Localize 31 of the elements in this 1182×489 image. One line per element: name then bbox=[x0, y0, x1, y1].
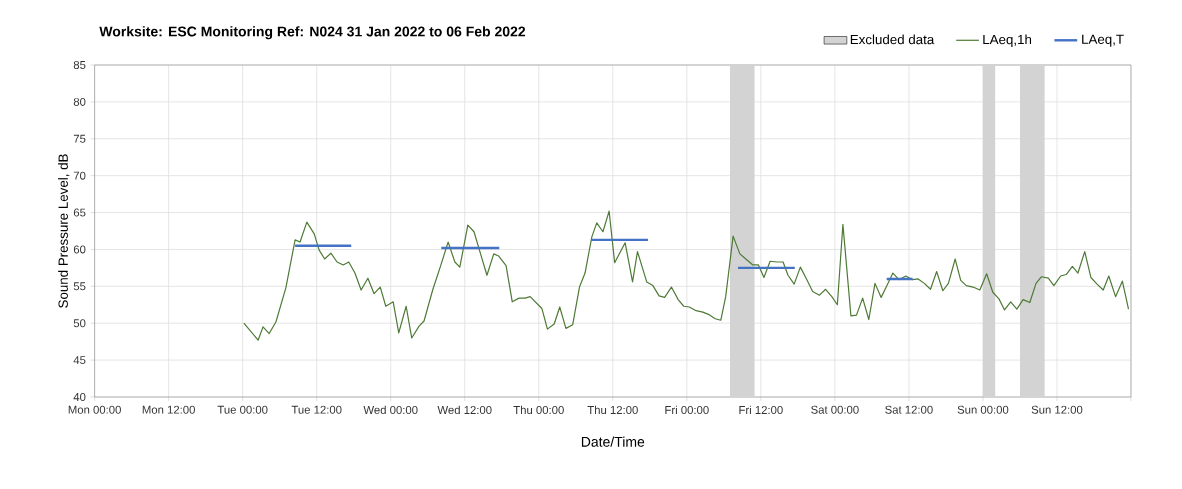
x-tick-label: Tue 12:00 bbox=[291, 405, 342, 414]
y-tick-label: 45 bbox=[73, 356, 86, 365]
x-tick-label: Sat 00:00 bbox=[811, 405, 859, 414]
legend-label: Excluded data bbox=[850, 34, 935, 45]
y-axis-title: Sound Pressure Level, dB bbox=[58, 154, 70, 308]
y-tick-label: 75 bbox=[73, 134, 86, 143]
y-tick-label: 80 bbox=[73, 97, 86, 106]
x-axis-title: Date/Time bbox=[581, 436, 645, 447]
chart-title: Worksite: ESC Monitoring Ref: N024 31 Jan 2022 to 06 Feb 2022 bbox=[99, 26, 526, 40]
line-series bbox=[243, 210, 1130, 341]
x-tick-label: Sun 12:00 bbox=[1031, 405, 1083, 414]
x-tick-label: Thu 12:00 bbox=[587, 405, 638, 415]
y-tick-label: 85 bbox=[73, 60, 86, 69]
x-tick-label: Sun 00:00 bbox=[957, 405, 1009, 414]
y-tick-label: 55 bbox=[73, 282, 86, 291]
y-tick-label: 60 bbox=[73, 245, 86, 254]
x-tick-label: Wed 00:00 bbox=[363, 405, 418, 415]
x-tick-label: Fri 00:00 bbox=[665, 405, 709, 415]
x-tick-label: Mon 12:00 bbox=[142, 405, 195, 414]
y-tick-label: 50 bbox=[73, 319, 86, 328]
x-tick-label: Thu 00:00 bbox=[513, 405, 564, 415]
x-tick-label: Tue 00:00 bbox=[217, 405, 268, 414]
x-tick-label: Mon 00:00 bbox=[68, 405, 121, 414]
legend-label: LAeq,1h bbox=[983, 34, 1032, 47]
legend-label: LAeq,T bbox=[1082, 34, 1124, 47]
x-tick-label: Wed 12:00 bbox=[437, 405, 492, 415]
y-tick-label: 70 bbox=[73, 171, 86, 180]
x-tick-label: Fri 12:00 bbox=[739, 405, 783, 415]
y-tick-label: 65 bbox=[73, 208, 86, 217]
y-tick-label: 40 bbox=[73, 392, 86, 401]
x-tick-label: Sat 12:00 bbox=[885, 405, 933, 414]
